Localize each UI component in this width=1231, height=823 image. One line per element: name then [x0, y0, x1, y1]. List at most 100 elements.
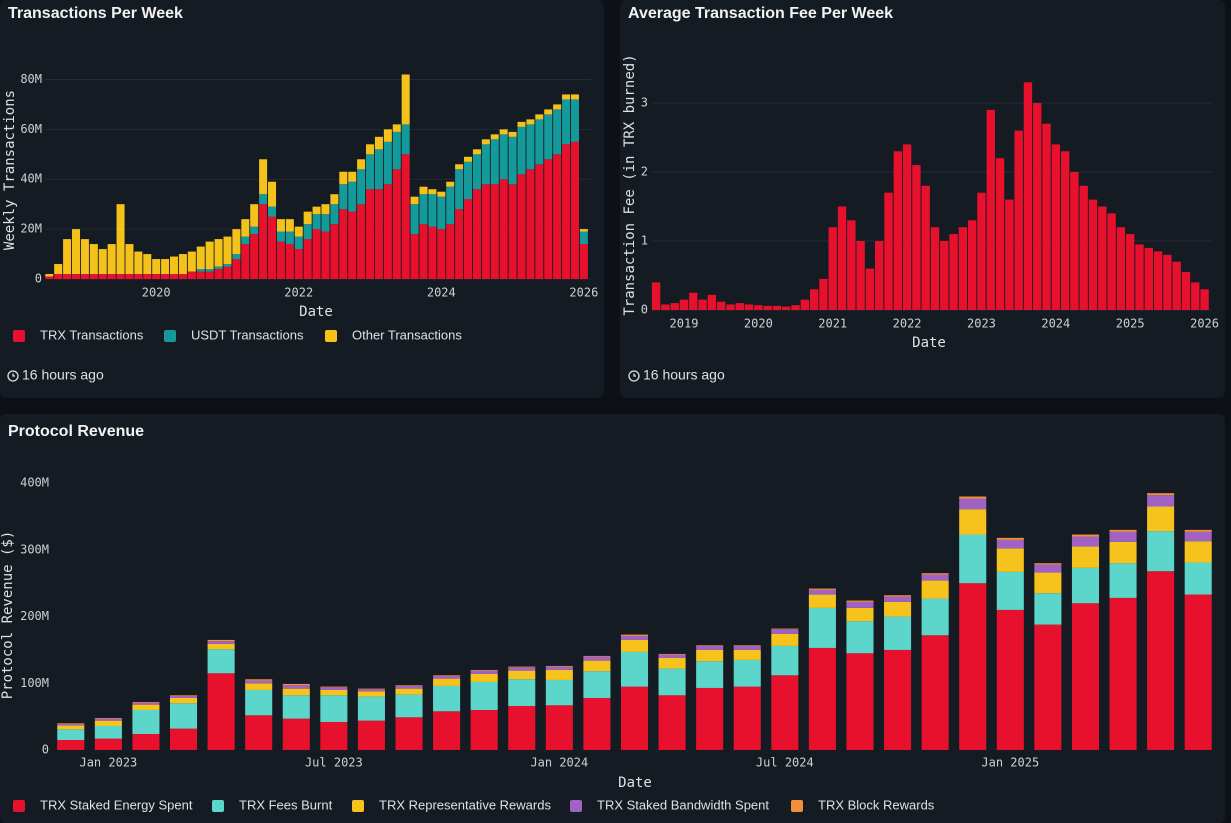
legend-label: TRX Staked Energy Spent — [40, 797, 193, 812]
bar-segment — [1071, 603, 1099, 750]
bar-segment — [535, 164, 544, 279]
bar-segment — [446, 186, 455, 225]
bar-segment — [294, 226, 303, 237]
bar-segment — [320, 695, 348, 722]
bar-segment — [187, 251, 196, 272]
bar-segment — [1109, 529, 1137, 532]
bar-segment — [80, 274, 89, 279]
bar-segment — [392, 169, 401, 279]
bar-segment — [241, 236, 250, 245]
bar-segment — [134, 251, 143, 275]
bar-segment — [419, 224, 428, 279]
bar-segment — [846, 600, 874, 602]
bar-segment — [232, 254, 241, 260]
bar-segment — [132, 733, 160, 750]
bar-segment — [437, 191, 446, 197]
bar-segment — [132, 702, 160, 705]
bar-segment — [996, 537, 1024, 540]
bar-segment — [357, 689, 385, 692]
bar-segment — [545, 679, 573, 706]
bar-segment — [579, 244, 588, 279]
bar-segment — [276, 231, 285, 242]
bar-segment — [455, 169, 464, 210]
bar-segment — [294, 236, 303, 250]
bar-segment — [959, 498, 987, 510]
bar-segment — [339, 184, 348, 210]
bar-segment — [250, 234, 259, 279]
bar-segment — [330, 194, 339, 205]
legend-swatch — [13, 330, 25, 342]
bar-segment — [321, 204, 330, 215]
x-tick-label: 2026 — [569, 286, 598, 300]
bar-segment — [410, 196, 419, 205]
bar — [800, 299, 810, 310]
chart-title: Protocol Revenue — [8, 423, 144, 440]
bar-segment — [245, 715, 273, 750]
bar-segment — [472, 189, 481, 279]
bar-segment — [517, 174, 526, 279]
bar-segment — [205, 269, 214, 272]
bar-segment — [401, 154, 410, 279]
bar-segment — [959, 496, 987, 499]
bar — [763, 305, 772, 310]
x-tick-label: 2021 — [818, 317, 847, 331]
bar-segment — [312, 229, 321, 279]
bar — [698, 299, 707, 310]
bar-segment — [214, 269, 223, 279]
bar-segment — [570, 141, 579, 279]
bar-segment — [470, 673, 498, 682]
bar-segment — [1184, 541, 1212, 563]
bar-segment — [499, 129, 508, 135]
bar-segment — [320, 687, 348, 690]
bar-segment — [1147, 571, 1175, 750]
bar-segment — [921, 580, 949, 599]
bar-segment — [57, 725, 85, 730]
bar-segment — [884, 649, 912, 750]
bar-segment — [285, 219, 294, 232]
legend-label: TRX Block Rewards — [818, 797, 935, 812]
bar-segment — [116, 274, 125, 279]
bar — [875, 241, 884, 310]
bar-segment — [579, 231, 588, 245]
bar-segment — [294, 249, 303, 279]
bar-segment — [63, 239, 72, 275]
bar-segment — [526, 169, 535, 279]
bar-segment — [658, 657, 686, 669]
y-tick-label: 80M — [20, 72, 42, 86]
x-axis-label: Date — [299, 304, 333, 320]
bar — [707, 294, 717, 310]
bar-segment — [771, 633, 799, 646]
bar-segment — [658, 654, 686, 658]
bar-segment — [544, 114, 553, 160]
bar-segment — [884, 596, 912, 602]
y-tick-label: 3 — [641, 96, 648, 110]
bar-segment — [170, 695, 198, 698]
bar-segment — [545, 666, 573, 670]
bar-segment — [545, 665, 573, 667]
bar — [1098, 206, 1107, 310]
bar-segment — [490, 184, 499, 279]
bar-segment — [410, 234, 419, 279]
bar-segment — [419, 186, 428, 195]
bar-segment — [428, 226, 437, 279]
bar — [912, 165, 921, 310]
bar-segment — [1071, 546, 1099, 568]
bar — [1135, 244, 1144, 310]
bar-segment — [455, 209, 464, 279]
bar — [670, 303, 679, 310]
y-axis-label: Weekly Transactions — [2, 90, 18, 250]
bar — [949, 234, 958, 310]
bar-segment — [1147, 495, 1175, 507]
bar-segment — [428, 194, 437, 227]
bar-segment — [196, 271, 205, 279]
bar-segment — [410, 204, 419, 235]
bar-segment — [63, 274, 72, 279]
bar-segment — [544, 109, 553, 115]
bar-segment — [98, 249, 107, 275]
x-axis-label: Date — [912, 335, 946, 351]
bar-segment — [366, 144, 375, 155]
bar-segment — [959, 509, 987, 535]
bar — [930, 227, 940, 310]
bar-segment — [94, 720, 122, 726]
